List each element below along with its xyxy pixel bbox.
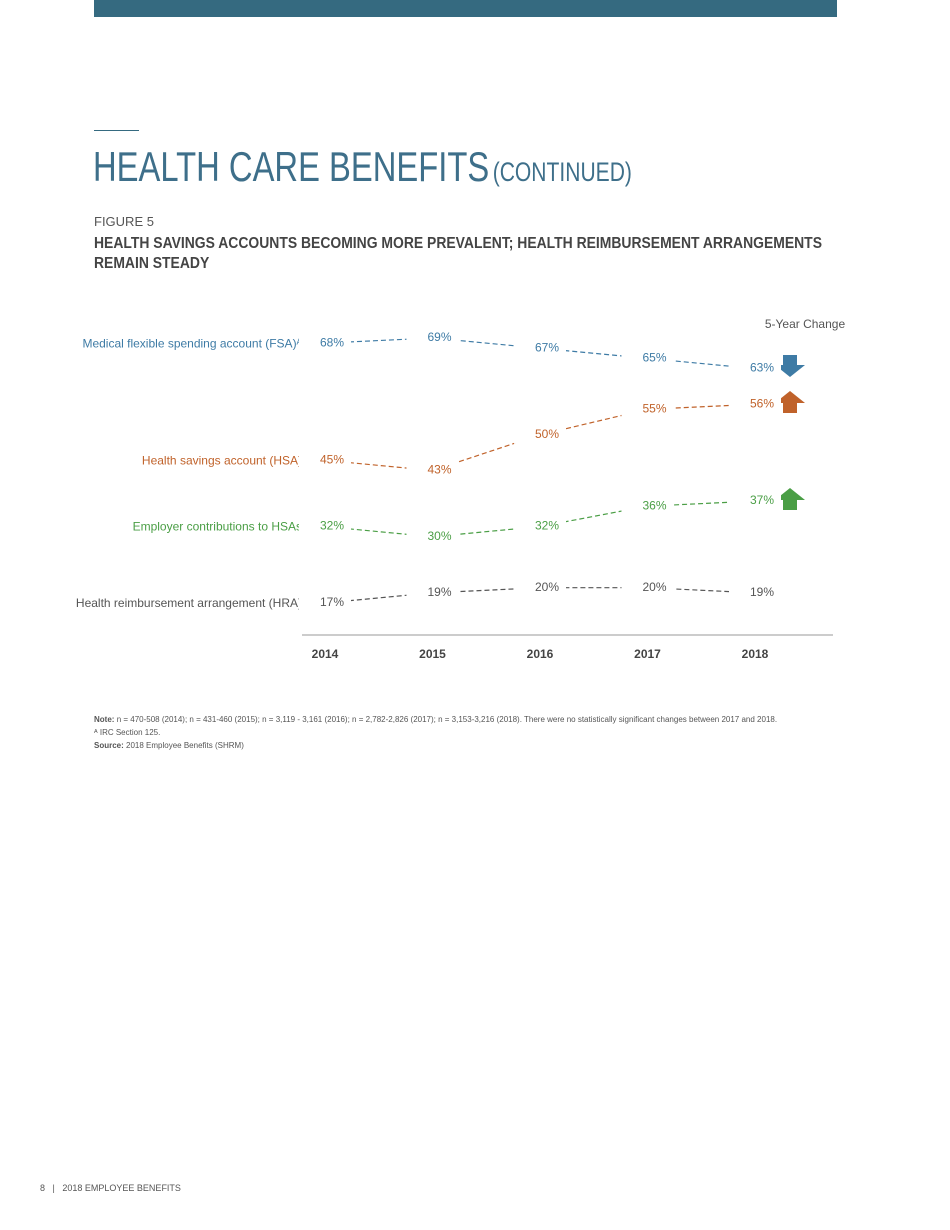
source-label: Source: bbox=[94, 741, 124, 750]
label-backdrop bbox=[406, 329, 459, 347]
top-bar bbox=[94, 0, 837, 17]
label-backdrop bbox=[729, 395, 781, 414]
x-tick-label: 2015 bbox=[419, 647, 446, 661]
data-label: 19% bbox=[427, 585, 451, 599]
label-backdrop bbox=[299, 334, 351, 353]
data-label: 20% bbox=[535, 580, 559, 594]
data-label: 63% bbox=[750, 361, 774, 375]
title: HEALTH CARE BENEFITS bbox=[93, 143, 490, 190]
series-label: Health reimbursement arrangement (HRA) bbox=[76, 596, 302, 610]
publication: 2018 EMPLOYEE BENEFITS bbox=[62, 1183, 181, 1193]
label-backdrop bbox=[299, 594, 351, 612]
label-backdrop bbox=[299, 517, 351, 536]
note-label: Note: bbox=[94, 715, 115, 724]
series-line bbox=[324, 500, 756, 538]
label-backdrop bbox=[729, 583, 781, 602]
up-arrow bbox=[775, 488, 805, 510]
series-label: Medical flexible spending account (FSA)ᴬ bbox=[82, 336, 302, 350]
source: Source: 2018 Employee Benefits (SHRM) bbox=[94, 739, 777, 752]
data-label: 55% bbox=[642, 402, 666, 416]
data-label: 45% bbox=[320, 452, 344, 466]
x-tick-label: 2018 bbox=[742, 647, 769, 661]
data-label: 36% bbox=[642, 498, 666, 512]
title-rule bbox=[94, 130, 139, 131]
data-label: 17% bbox=[320, 595, 344, 609]
data-label: 68% bbox=[320, 335, 344, 349]
data-label: 69% bbox=[427, 330, 451, 344]
change-label: 5-Year Change bbox=[765, 317, 846, 331]
data-label: 65% bbox=[642, 351, 666, 365]
data-label: 37% bbox=[750, 493, 774, 507]
page-number: 8 bbox=[40, 1183, 46, 1193]
notes: Note: n = 470-508 (2014); n = 431-460 (2… bbox=[94, 713, 777, 752]
footer: 8 | 2018 EMPLOYEE BENEFITS bbox=[40, 1183, 181, 1193]
up-arrow bbox=[775, 391, 805, 413]
data-label: 30% bbox=[427, 529, 451, 543]
data-label: 50% bbox=[535, 427, 559, 441]
label-backdrop bbox=[406, 583, 459, 602]
series-label: Health savings account (HSA) bbox=[142, 453, 302, 467]
subtitle-line: HEALTH SAVINGS ACCOUNTS BECOMING MORE PR… bbox=[94, 235, 822, 252]
note-text: n = 470-508 (2014); n = 431-460 (2015); … bbox=[116, 715, 778, 724]
note: Note: n = 470-508 (2014); n = 431-460 (2… bbox=[94, 713, 777, 726]
subtitle-line: REMAIN STEADY bbox=[94, 255, 210, 272]
series-label: Employer contributions to HSAs bbox=[133, 520, 302, 534]
x-tick-label: 2017 bbox=[634, 647, 661, 661]
label-backdrop bbox=[299, 451, 351, 470]
label-backdrop bbox=[514, 339, 566, 358]
chart: 5-Year Change 2014 2015 2016 2017 2018 Medica… bbox=[76, 317, 846, 661]
x-tick-label: 2014 bbox=[312, 647, 339, 661]
data-label: 56% bbox=[750, 396, 774, 410]
figure-label: FIGURE 5 bbox=[94, 214, 154, 229]
label-backdrop bbox=[406, 527, 459, 546]
data-label: 20% bbox=[642, 580, 666, 594]
label-backdrop bbox=[729, 359, 781, 378]
label-backdrop bbox=[621, 400, 674, 419]
source-text: 2018 Employee Benefits (SHRM) bbox=[126, 741, 244, 750]
label-backdrop bbox=[514, 425, 566, 444]
x-tick-label: 2016 bbox=[527, 647, 554, 661]
title-suffix: (CONTINUED) bbox=[492, 157, 632, 187]
data-label: 43% bbox=[427, 463, 451, 477]
page-title: HEALTH CARE BENEFITS (CONTINUED) bbox=[93, 143, 632, 191]
label-backdrop bbox=[406, 461, 459, 480]
figure-subtitle: HEALTH SAVINGS ACCOUNTS BECOMING MORE PR… bbox=[94, 234, 822, 274]
label-backdrop bbox=[621, 349, 674, 368]
data-label: 32% bbox=[320, 519, 344, 533]
label-backdrop bbox=[729, 492, 781, 511]
footer-separator: | bbox=[52, 1183, 55, 1193]
label-backdrop bbox=[514, 517, 566, 536]
data-label: 19% bbox=[750, 585, 774, 599]
label-backdrop bbox=[514, 578, 566, 597]
data-label: 67% bbox=[535, 340, 559, 354]
data-label: 32% bbox=[535, 519, 559, 533]
label-backdrop bbox=[621, 497, 674, 516]
label-backdrop bbox=[621, 578, 674, 597]
footnote: ᴬ IRC Section 125. bbox=[94, 728, 161, 737]
down-arrow bbox=[775, 355, 805, 377]
